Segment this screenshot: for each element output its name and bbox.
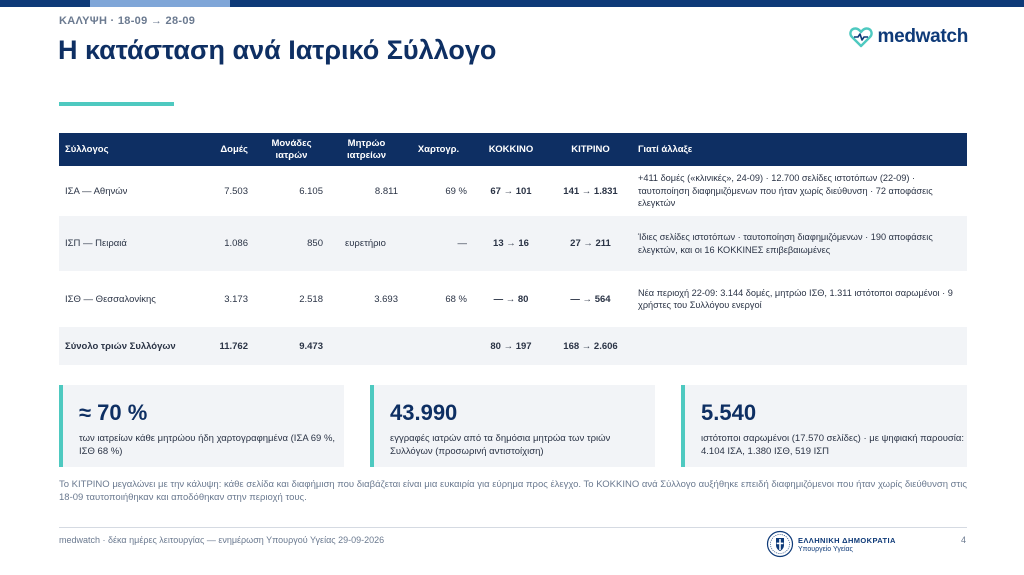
cell-why-changed: Νέα περιοχή 22-09: 3.144 δομές, μητρώο Ι… bbox=[638, 287, 953, 311]
table-row: ΙΣΑ — Αθηνών 7.503 6.105 8.811 69 % 67 →… bbox=[59, 166, 967, 216]
footer-divider bbox=[59, 527, 967, 528]
gov-ministry: Υπουργείο Υγείας bbox=[798, 545, 853, 553]
cell-red: — → 80 bbox=[493, 293, 529, 305]
coverage-kicker: ΚΑΛΥΨΗ · 18-09 → 28-09 bbox=[59, 15, 196, 27]
cell-doctor-units: 850 bbox=[307, 238, 323, 249]
cell-why-changed: Ίδιες σελίδες ιστοτόπων · ταυτοποίηση δι… bbox=[638, 232, 933, 255]
col-header-association: Σύλλογος bbox=[65, 143, 109, 155]
col-header-structures: Δομές bbox=[220, 143, 248, 155]
cell-total-mapped bbox=[404, 327, 473, 365]
cell-total-red: 80 → 197 bbox=[490, 340, 532, 352]
top-accent-bar bbox=[0, 0, 1024, 7]
cell-mapped: 68 % bbox=[445, 293, 467, 305]
slide-title: Η κατάσταση ανά Ιατρικό Σύλλογο bbox=[58, 35, 497, 65]
gov-title: ΕΛΛΗΝΙΚΗ ΔΗΜΟΚΡΑΤΙΑ bbox=[798, 535, 896, 545]
cell-structures: 3.173 bbox=[224, 293, 248, 305]
cell-total-registry bbox=[329, 327, 404, 365]
stat-value: 43.990 bbox=[390, 400, 458, 425]
cell-association: ΙΣΑ — Αθηνών bbox=[65, 185, 128, 197]
stat-value: ≈ 70 % bbox=[79, 400, 148, 425]
cell-total-why bbox=[632, 327, 967, 365]
cell-yellow: 141 → 1.831 bbox=[563, 185, 618, 197]
heart-icon bbox=[849, 27, 874, 48]
cell-doctor-units: 6.105 bbox=[299, 185, 323, 197]
stat-description: των ιατρείων κάθε μητρώου ήδη χαρτογραφη… bbox=[79, 433, 336, 457]
cell-association: ΙΣΠ — Πειραιά bbox=[65, 238, 127, 249]
cell-mapped: — bbox=[457, 238, 468, 249]
stat-card-mapped: ≈ 70 % των ιατρείων κάθε μητρώου ήδη χαρ… bbox=[59, 385, 344, 467]
table-header-row: Σύλλογος Δομές Μονάδες ιατρών Μητρώο ιατ… bbox=[59, 133, 967, 166]
cell-registry: 8.811 bbox=[374, 185, 398, 197]
cell-yellow: 27 → 211 bbox=[570, 238, 611, 249]
stat-value: 5.540 bbox=[701, 400, 757, 425]
logo-text: medwatch bbox=[877, 26, 968, 47]
table-row: ΙΣΘ — Θεσσαλονίκης 3.173 2.518 3.693 68 … bbox=[59, 271, 967, 327]
cell-yellow: — → 564 bbox=[570, 293, 611, 305]
cell-total-label: Σύνολο τριών Συλλόγων bbox=[65, 340, 176, 352]
col-header-mapped: Χαρτογρ. bbox=[417, 143, 460, 155]
cell-total-doctor-units: 9.473 bbox=[299, 340, 323, 352]
stat-description: ιστότοποι σαρωμένοι (17.570 σελίδες) · μ… bbox=[701, 433, 965, 457]
cell-red: 13 → 16 bbox=[493, 238, 529, 249]
table-row: ΙΣΠ — Πειραιά 1.086 850 ευρετήριο — 13 →… bbox=[59, 216, 967, 271]
col-header-yellow: ΚΙΤΡΙΝΟ bbox=[571, 143, 610, 155]
greek-emblem-icon bbox=[766, 530, 794, 558]
cell-total-yellow: 168 → 2.606 bbox=[563, 340, 618, 352]
cell-registry: ευρετήριο bbox=[345, 238, 386, 249]
stat-card-registrations: 43.990 εγγραφές ιατρών από τα δημόσια μη… bbox=[370, 385, 655, 467]
page-number: 4 bbox=[960, 535, 966, 545]
association-status-table: Σύλλογος Δομές Μονάδες ιατρών Μητρώο ιατ… bbox=[59, 133, 967, 365]
cell-why-changed: +411 δομές («κλινικές», 24-09) · 12.700 … bbox=[638, 173, 933, 209]
stat-description: εγγραφές ιατρών από τα δημόσια μητρώα τω… bbox=[390, 433, 611, 457]
cell-association: ΙΣΘ — Θεσσαλονίκης bbox=[65, 293, 156, 305]
col-header-red: ΚΟΚΚΙΝΟ bbox=[488, 143, 534, 155]
cell-doctor-units: 2.518 bbox=[299, 293, 323, 305]
col-header-why-changed: Γιατί άλλαξε bbox=[638, 143, 693, 155]
cell-total-structures: 11.762 bbox=[219, 340, 248, 352]
col-header-registry: Μητρώο ιατρείων bbox=[346, 137, 387, 161]
cell-structures: 1.086 bbox=[224, 238, 248, 249]
col-header-doctor-units: Μονάδες ιατρών bbox=[271, 137, 312, 161]
table-total-row: Σύνολο τριών Συλλόγων 11.762 9.473 80 → … bbox=[59, 327, 967, 365]
cell-mapped: 69 % bbox=[445, 185, 467, 197]
footer-caption: medwatch · δέκα ημέρες λειτουργίας — ενη… bbox=[59, 535, 385, 545]
medwatch-logo: medwatch bbox=[849, 26, 968, 48]
cell-registry: 3.693 bbox=[374, 293, 398, 305]
ministry-logo: ΕΛΛΗΝΙΚΗ ΔΗΜΟΚΡΑΤΙΑ Υπουργείο Υγείας bbox=[766, 530, 896, 558]
title-underline bbox=[59, 102, 174, 106]
stat-card-websites: 5.540 ιστότοποι σαρωμένοι (17.570 σελίδε… bbox=[681, 385, 967, 467]
cell-red: 67 → 101 bbox=[490, 185, 532, 197]
cell-structures: 7.503 bbox=[224, 185, 248, 197]
footnote: Το ΚΙΤΡΙΝΟ μεγαλώνει με την κάλυψη: κάθε… bbox=[59, 479, 967, 503]
